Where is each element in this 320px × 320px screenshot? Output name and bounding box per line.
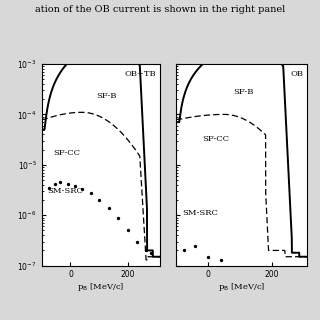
Text: SF-B: SF-B <box>234 88 254 96</box>
Text: SF-CC: SF-CC <box>53 149 80 157</box>
Text: SM-SRC: SM-SRC <box>182 209 219 217</box>
Text: OB+TB: OB+TB <box>125 70 156 78</box>
Text: SM-SRC: SM-SRC <box>48 187 84 195</box>
Text: SF-CC: SF-CC <box>202 135 229 143</box>
X-axis label: p$_{\rm B}$ [MeV/c]: p$_{\rm B}$ [MeV/c] <box>77 281 124 293</box>
X-axis label: p$_{\rm B}$ [MeV/c]: p$_{\rm B}$ [MeV/c] <box>218 281 265 293</box>
Text: SF-B: SF-B <box>96 92 116 100</box>
Text: ation of the OB current is shown in the right panel: ation of the OB current is shown in the … <box>35 5 285 14</box>
Text: OB: OB <box>290 70 303 78</box>
